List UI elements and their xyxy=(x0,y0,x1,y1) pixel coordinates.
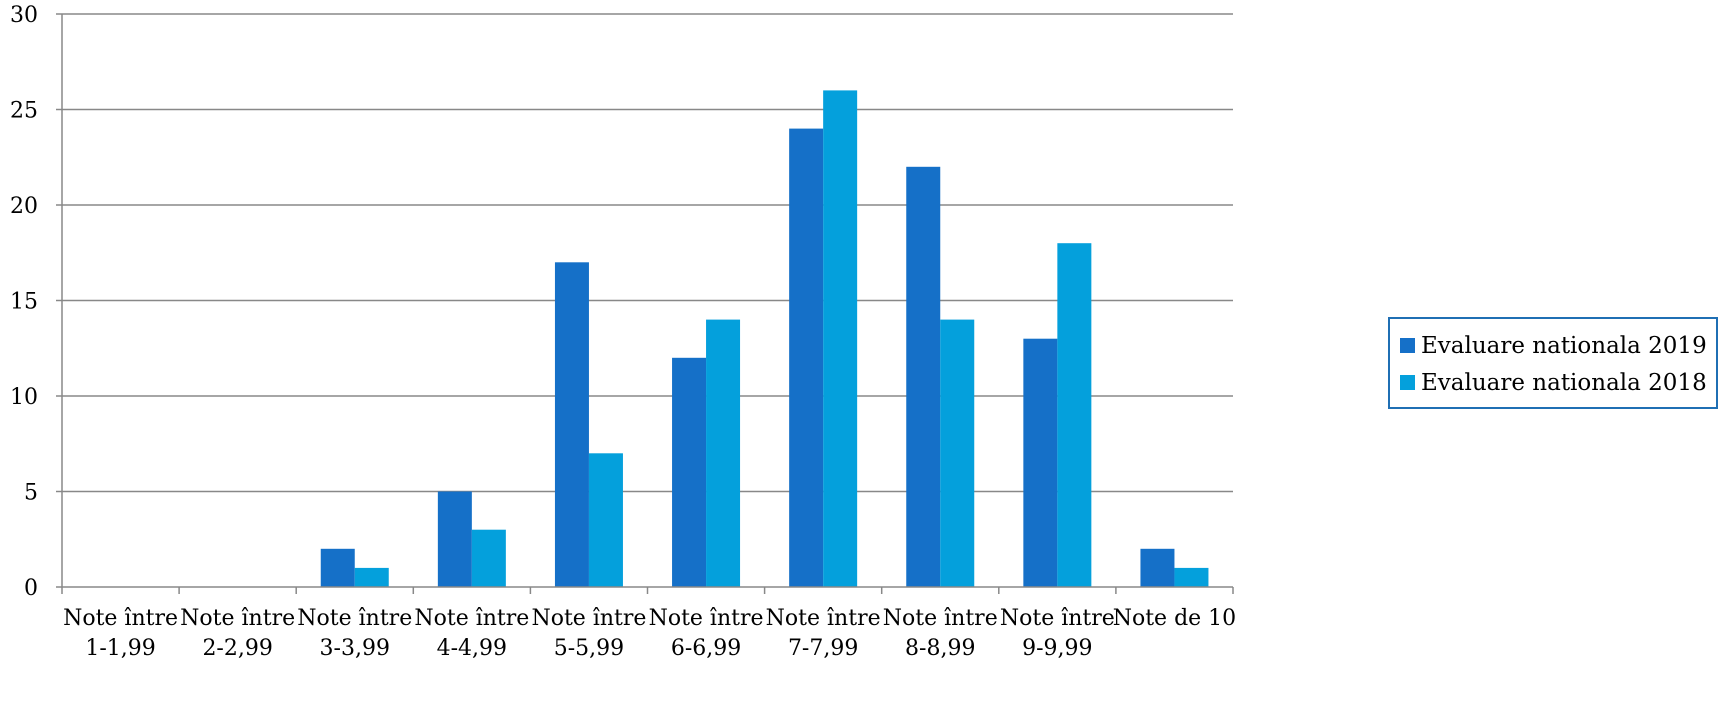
bar-2018-cat-8 xyxy=(940,319,975,587)
x-tick-label-8-line-1: Note între xyxy=(883,606,998,631)
bar-2018-cat-9 xyxy=(1057,243,1092,587)
bar-2019-cat-9 xyxy=(1023,338,1058,587)
y-tick-label-5: 5 xyxy=(24,481,38,506)
x-tick-label-9-line-1: Note între xyxy=(1000,606,1115,631)
x-tick-label-6-line-1: Note între xyxy=(649,606,764,631)
x-tick-label-3-line-2: 3-3,99 xyxy=(320,636,390,661)
y-tick-label-15: 15 xyxy=(10,290,38,315)
bar-2019-cat-6 xyxy=(672,357,707,587)
bar-2019-cat-8 xyxy=(906,166,941,588)
x-tick-label-4-line-2: 4-4,99 xyxy=(437,636,507,661)
legend-label-2019: Evaluare nationala 2019 xyxy=(1421,332,1707,359)
y-axis-tick-labels: 0 5 10 15 20 25 30 xyxy=(10,3,38,601)
legend-label-2018: Evaluare nationala 2018 xyxy=(1421,369,1707,396)
y-tick-label-0: 0 xyxy=(24,576,38,601)
y-tick-label-30: 30 xyxy=(10,3,38,28)
x-tick-label-2-line-2: 2-2,99 xyxy=(202,636,272,661)
x-tick-label-4-line-1: Note între xyxy=(414,606,529,631)
legend-swatch-2019 xyxy=(1400,338,1415,353)
legend: Evaluare nationala 2019 Evaluare nationa… xyxy=(1388,317,1718,409)
legend-swatch-2018 xyxy=(1400,375,1415,390)
bar-2018-cat-7 xyxy=(823,90,858,588)
x-tick-label-5-line-1: Note între xyxy=(531,606,646,631)
x-tick-label-2-line-1: Note între xyxy=(180,606,295,631)
bar-2018-cat-10 xyxy=(1174,567,1209,587)
bar-2019-cat-7 xyxy=(789,128,824,587)
x-tick-label-5-line-2: 5-5,99 xyxy=(554,636,624,661)
legend-item-2018: Evaluare nationala 2018 xyxy=(1400,364,1716,401)
bar-2019-cat-10 xyxy=(1140,548,1175,587)
y-tick-label-20: 20 xyxy=(10,194,38,219)
legend-item-2019: Evaluare nationala 2019 xyxy=(1400,327,1716,364)
bar-2018-cat-4 xyxy=(471,529,506,587)
x-tick-label-8-line-2: 8-8,99 xyxy=(905,636,975,661)
x-tick-label-3-line-1: Note între xyxy=(297,606,412,631)
bar-2018-cat-6 xyxy=(706,319,741,587)
bar-2019-cat-4 xyxy=(437,491,472,587)
x-axis-tick-labels: Note între 1-1,99 Note între 2-2,99 Note înt… xyxy=(63,606,1236,661)
axes xyxy=(61,14,1234,594)
x-tick-label-1-line-2: 1-1,99 xyxy=(85,636,155,661)
x-tick-label-9-line-2: 9-9,99 xyxy=(1022,636,1092,661)
bar-2018-cat-5 xyxy=(588,453,623,587)
x-tick-label-6-line-2: 6-6,99 xyxy=(671,636,741,661)
bar-2018-cat-3 xyxy=(354,567,389,587)
y-tick-label-10: 10 xyxy=(10,385,38,410)
x-tick-label-10-line-1: Note de 10 xyxy=(1113,606,1236,631)
y-tick-label-25: 25 xyxy=(10,99,38,124)
x-tick-label-7-line-2: 7-7,99 xyxy=(788,636,858,661)
bar-2019-cat-3 xyxy=(320,548,355,587)
bars xyxy=(320,90,1209,588)
x-tick-label-7-line-1: Note între xyxy=(766,606,881,631)
x-tick-label-1-line-1: Note între xyxy=(63,606,178,631)
bar-2019-cat-5 xyxy=(554,262,589,587)
